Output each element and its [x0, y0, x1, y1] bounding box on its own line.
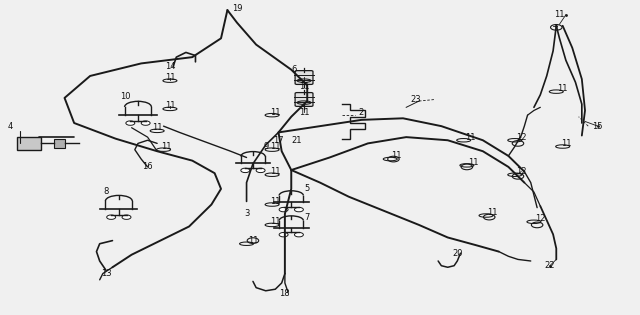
- Circle shape: [279, 207, 288, 212]
- Text: 21: 21: [291, 136, 301, 145]
- Text: 14: 14: [164, 62, 175, 71]
- FancyBboxPatch shape: [295, 71, 313, 84]
- Bar: [54, 139, 65, 148]
- Bar: [17, 137, 41, 150]
- FancyBboxPatch shape: [295, 93, 313, 106]
- Text: 11: 11: [299, 107, 309, 117]
- Text: 12: 12: [535, 214, 545, 223]
- Text: 7: 7: [305, 213, 310, 221]
- Circle shape: [122, 215, 131, 219]
- Text: 13: 13: [100, 269, 111, 278]
- Text: 11: 11: [270, 167, 280, 176]
- Text: 4: 4: [8, 122, 13, 131]
- Text: 8: 8: [104, 187, 109, 197]
- Text: 19: 19: [232, 4, 242, 13]
- Text: 12: 12: [516, 167, 527, 176]
- Text: 11: 11: [561, 139, 571, 148]
- Text: 11: 11: [164, 73, 175, 82]
- Text: 11: 11: [557, 84, 568, 93]
- Text: 18: 18: [280, 289, 290, 298]
- Circle shape: [294, 207, 303, 212]
- Text: 5: 5: [305, 184, 310, 193]
- Text: 11: 11: [468, 158, 479, 167]
- Circle shape: [107, 215, 116, 219]
- Text: 11: 11: [392, 152, 402, 160]
- Circle shape: [294, 232, 303, 237]
- Text: 3: 3: [244, 209, 249, 218]
- Text: 11: 11: [161, 142, 172, 151]
- Text: 6: 6: [292, 65, 297, 74]
- Text: 11: 11: [164, 101, 175, 110]
- Text: 20: 20: [452, 249, 463, 258]
- Text: 11: 11: [270, 197, 280, 206]
- Text: 11: 11: [248, 236, 258, 245]
- Text: 22: 22: [545, 261, 555, 270]
- Circle shape: [256, 168, 265, 173]
- Circle shape: [279, 232, 288, 237]
- Text: 11: 11: [270, 217, 280, 226]
- Text: 17: 17: [273, 136, 284, 145]
- Circle shape: [126, 121, 135, 125]
- Text: 10: 10: [120, 92, 131, 101]
- Text: 23: 23: [410, 95, 421, 104]
- Circle shape: [241, 168, 250, 173]
- Text: 15: 15: [593, 122, 603, 131]
- Text: 12: 12: [516, 133, 527, 142]
- Text: 2: 2: [359, 107, 364, 117]
- Text: 16: 16: [142, 163, 153, 171]
- Text: 11: 11: [270, 142, 280, 151]
- Text: 11: 11: [299, 83, 309, 91]
- Text: 11: 11: [487, 208, 498, 217]
- Circle shape: [141, 121, 150, 125]
- Text: 9: 9: [263, 142, 268, 151]
- Text: 11: 11: [152, 123, 163, 132]
- Text: 11: 11: [465, 133, 476, 142]
- Text: 11: 11: [270, 107, 280, 117]
- Text: 11: 11: [554, 10, 564, 19]
